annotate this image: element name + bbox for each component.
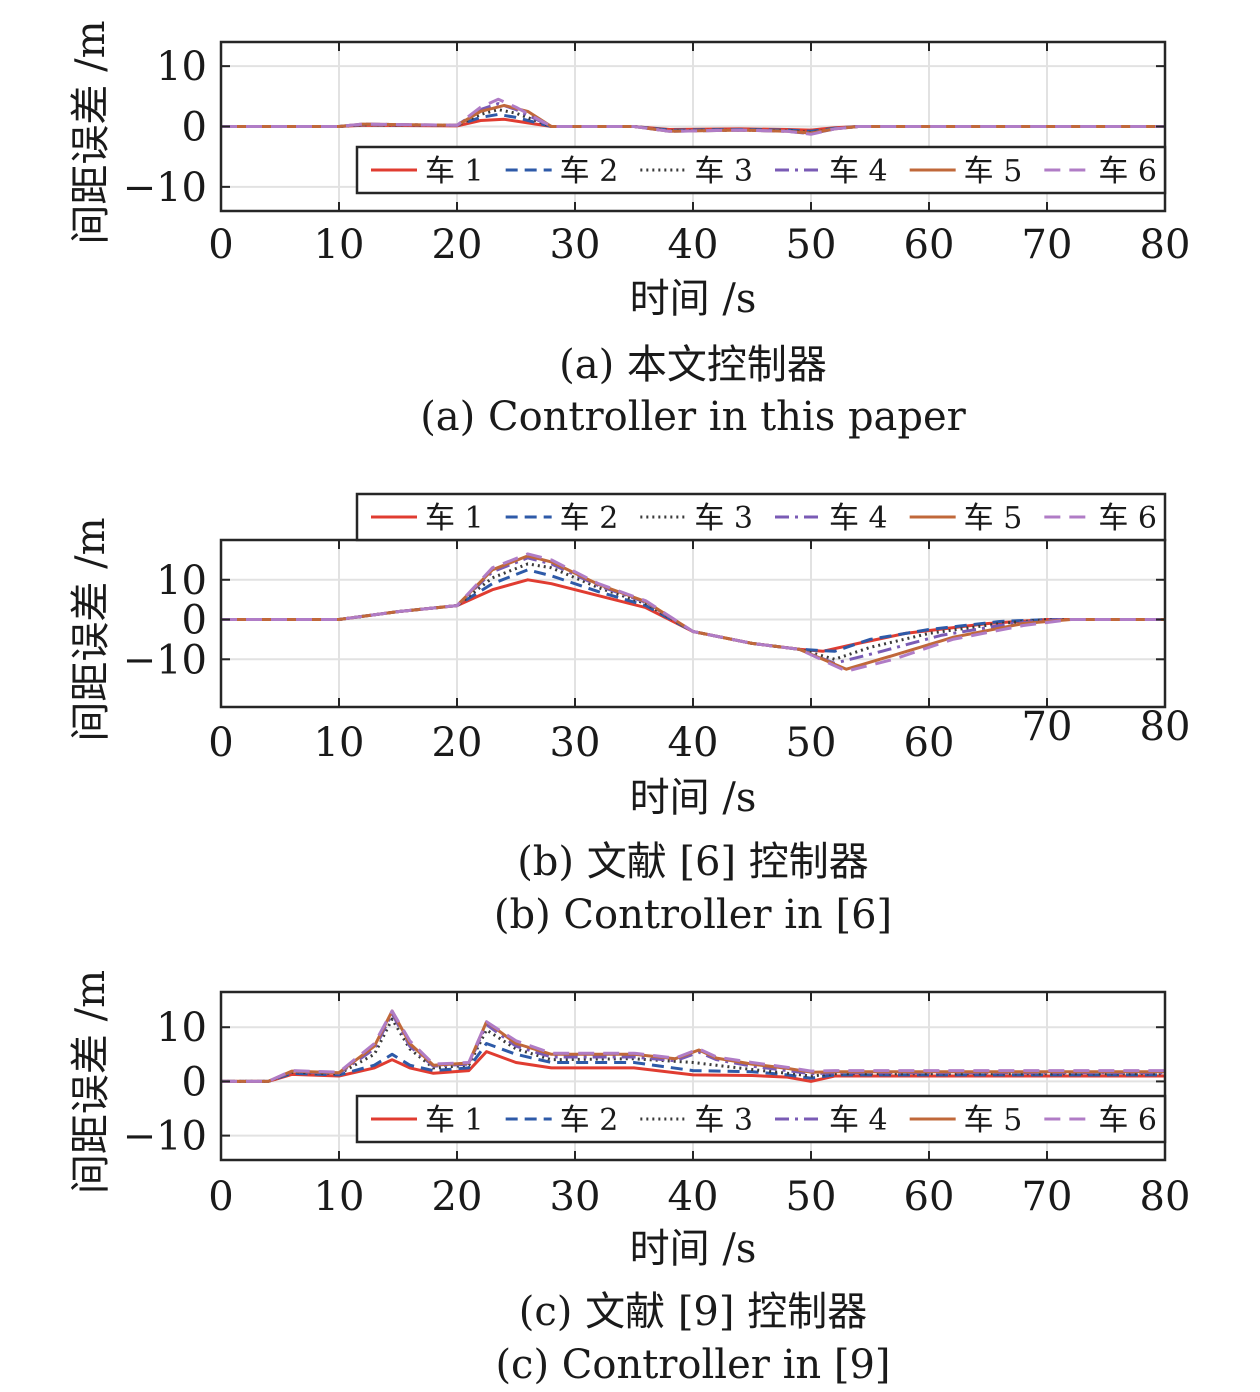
legend-label-4: 车 4	[829, 1103, 888, 1138]
x-tick-label: 30	[550, 1174, 601, 1220]
legend-label-6: 车 6	[1098, 154, 1157, 189]
caption-chinese: (a) 本文控制器	[559, 342, 827, 388]
caption-chinese: (b) 文献 [6] 控制器	[517, 839, 869, 885]
x-tick-label: 0	[208, 1174, 233, 1220]
legend-box	[355, 492, 1167, 542]
y-axis-label: 间距误差 /m	[68, 517, 114, 741]
y-tick-label: 10	[156, 558, 207, 604]
x-axis-label: 时间 /s	[630, 775, 757, 821]
x-tick-label: 20	[432, 222, 483, 268]
series-line-4	[221, 1012, 1165, 1083]
x-tick-label: 30	[550, 720, 601, 766]
legend-label-3: 车 3	[694, 1103, 753, 1138]
x-tick-label: 50	[786, 1174, 837, 1220]
x-tick-label: 20	[432, 720, 483, 766]
series-line-6	[221, 552, 1165, 673]
legend-label-1: 车 1	[425, 501, 484, 536]
x-tick-label: 40	[668, 1174, 719, 1220]
x-tick-label: 70	[1022, 704, 1073, 750]
legend-label-2: 车 2	[560, 501, 619, 536]
legend-label-6: 车 6	[1098, 501, 1157, 536]
x-tick-label: 40	[668, 222, 719, 268]
x-tick-label: 20	[432, 1174, 483, 1220]
y-tick-label: 0	[182, 105, 207, 151]
x-tick-label: 70	[1022, 222, 1073, 268]
y-tick-label: −10	[123, 165, 207, 211]
y-tick-label: −10	[123, 1114, 207, 1160]
y-tick-label: 0	[182, 598, 207, 644]
caption-english: (c) Controller in [9]	[495, 1342, 890, 1388]
x-tick-label: 50	[786, 720, 837, 766]
x-axis-label: 时间 /s	[630, 1226, 757, 1272]
legend-label-4: 车 4	[829, 154, 888, 189]
x-tick-label: 10	[314, 720, 365, 766]
legend: 车 1 车 2 车 3 车 4 车 5 车 6	[355, 492, 1167, 542]
x-tick-label: 80	[1140, 222, 1191, 268]
y-tick-label: 10	[156, 44, 207, 90]
x-tick-label: 0	[208, 720, 233, 766]
legend: 车 1 车 2 车 3 车 4 车 5 车 6	[355, 1094, 1167, 1144]
series-line-2	[221, 1042, 1165, 1083]
legend-box	[355, 145, 1167, 195]
series-line-6	[221, 1009, 1165, 1083]
x-tick-label: 60	[904, 1174, 955, 1220]
legend-label-3: 车 3	[694, 501, 753, 536]
caption-english: (b) Controller in [6]	[494, 892, 892, 938]
x-tick-label: 80	[1140, 704, 1191, 750]
caption-english: (a) Controller in this paper	[420, 394, 966, 440]
y-axis-label: 间距误差 /m	[68, 970, 114, 1194]
legend-label-6: 车 6	[1098, 1103, 1157, 1138]
legend-label-5: 车 5	[964, 501, 1023, 536]
series-line-3	[221, 1017, 1165, 1083]
y-tick-label: 0	[182, 1059, 207, 1105]
legend-label-4: 车 4	[829, 501, 888, 536]
legend-label-2: 车 2	[560, 154, 619, 189]
x-tick-label: 30	[550, 222, 601, 268]
caption-chinese: (c) 文献 [9] 控制器	[519, 1289, 867, 1335]
y-tick-label: 10	[156, 1005, 207, 1051]
x-tick-label: 80	[1140, 1174, 1191, 1220]
legend-label-2: 车 2	[560, 1103, 619, 1138]
x-tick-label: 40	[668, 720, 719, 766]
x-tick-label: 60	[904, 222, 955, 268]
legend: 车 1 车 2 车 3 车 4 车 5 车 6	[355, 145, 1167, 195]
legend-box	[355, 1094, 1167, 1144]
legend-label-5: 车 5	[964, 1103, 1023, 1138]
series-line-6	[221, 97, 1165, 136]
x-tick-label: 60	[904, 720, 955, 766]
x-tick-label: 70	[1022, 1174, 1073, 1220]
legend-label-3: 车 3	[694, 154, 753, 189]
x-axis-label: 时间 /s	[630, 276, 757, 322]
x-tick-label: 50	[786, 222, 837, 268]
legend-label-5: 车 5	[964, 154, 1023, 189]
y-tick-label: −10	[123, 637, 207, 683]
y-axis-label: 间距误差 /m	[68, 20, 114, 244]
legend-label-1: 车 1	[425, 1103, 484, 1138]
legend-label-1: 车 1	[425, 154, 484, 189]
series-line-2	[221, 568, 1165, 653]
x-tick-label: 10	[314, 1174, 365, 1220]
x-tick-label: 10	[314, 222, 365, 268]
x-tick-label: 0	[208, 222, 233, 268]
